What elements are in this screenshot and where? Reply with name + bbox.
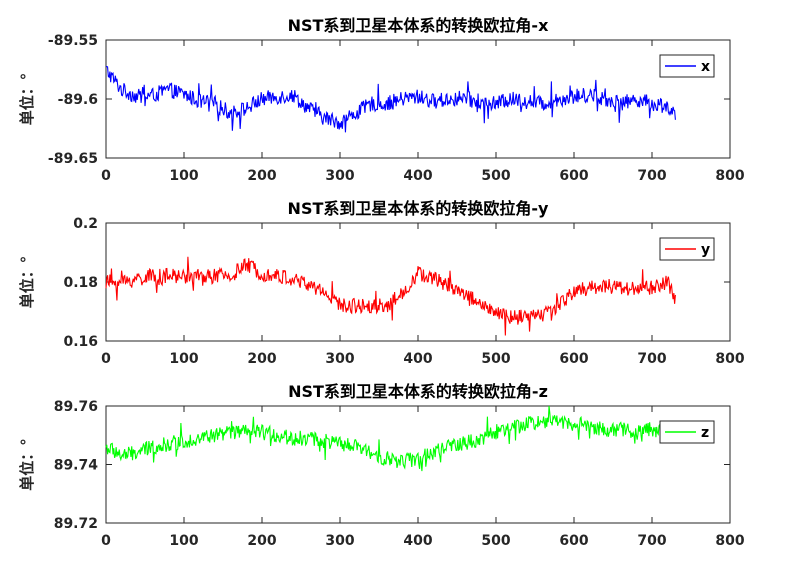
y-tick-label: -89.6: [58, 92, 98, 108]
x-tick-label: 200: [247, 533, 276, 549]
legend: y: [659, 237, 715, 261]
x-tick-label: 700: [637, 533, 666, 549]
x-tick-label: 200: [247, 351, 276, 367]
legend-label: y: [701, 242, 710, 258]
chart-1: NST系到卫星本体系的转换欧拉角-x 0 100 200 300 400 500 600 700…: [18, 16, 745, 184]
x-tick-label: 600: [559, 351, 588, 367]
x-tick-label: 300: [325, 168, 354, 184]
legend-label: x: [701, 59, 710, 75]
x-tick-label: 400: [403, 351, 432, 367]
y-axis-label: 单位：°: [18, 438, 36, 491]
x-tick-label: 300: [325, 533, 354, 549]
series-line-z: [105, 405, 676, 472]
y-tick-label: 89.72: [54, 516, 98, 532]
y-tick-label: 89.74: [54, 458, 99, 474]
x-tick-label: 0: [101, 533, 111, 549]
y-axis-label: 单位：°: [18, 256, 36, 309]
legend-label: z: [701, 425, 709, 441]
y-axis-label: 单位：°: [18, 73, 36, 126]
legend: z: [659, 420, 715, 444]
chart-title: NST系到卫星本体系的转换欧拉角-z: [288, 382, 548, 401]
x-tick-label: 100: [169, 351, 198, 367]
plot-area: [105, 222, 731, 342]
x-tick-label: 0: [101, 351, 111, 367]
chart-3: NST系到卫星本体系的转换欧拉角-z 0 100 200 300 400 500 600 700…: [18, 382, 745, 549]
chart-2: NST系到卫星本体系的转换欧拉角-y 0 100 200 300 400 500 600 700…: [18, 199, 745, 367]
plot-area: [105, 405, 731, 524]
y-tick-label: 89.76: [54, 399, 98, 415]
x-tick-label: 400: [403, 168, 432, 184]
y-tick-label: 0.18: [63, 275, 98, 291]
x-tick-label: 500: [481, 533, 510, 549]
series-line-x: [105, 65, 676, 133]
x-tick-label: 800: [715, 168, 744, 184]
y-tick-label: 0.16: [63, 334, 98, 350]
x-tick-label: 600: [559, 168, 588, 184]
x-tick-label: 100: [169, 168, 198, 184]
y-tick-label: -89.55: [48, 33, 98, 49]
y-tick-label: 0.2: [73, 216, 98, 232]
x-tick-label: 600: [559, 533, 588, 549]
x-tick-label: 700: [637, 351, 666, 367]
x-tick-label: 100: [169, 533, 198, 549]
x-tick-label: 300: [325, 351, 354, 367]
x-tick-label: 200: [247, 168, 276, 184]
x-tick-label: 500: [481, 351, 510, 367]
chart-title: NST系到卫星本体系的转换欧拉角-x: [288, 16, 549, 35]
chart-title: NST系到卫星本体系的转换欧拉角-y: [288, 199, 549, 218]
x-tick-label: 0: [101, 168, 111, 184]
x-tick-label: 700: [637, 168, 666, 184]
x-tick-label: 400: [403, 533, 432, 549]
series-line-y: [105, 256, 676, 336]
x-tick-label: 500: [481, 168, 510, 184]
x-tick-label: 800: [715, 533, 744, 549]
y-tick-label: -89.65: [48, 151, 98, 167]
legend: x: [659, 54, 715, 78]
x-tick-label: 800: [715, 351, 744, 367]
